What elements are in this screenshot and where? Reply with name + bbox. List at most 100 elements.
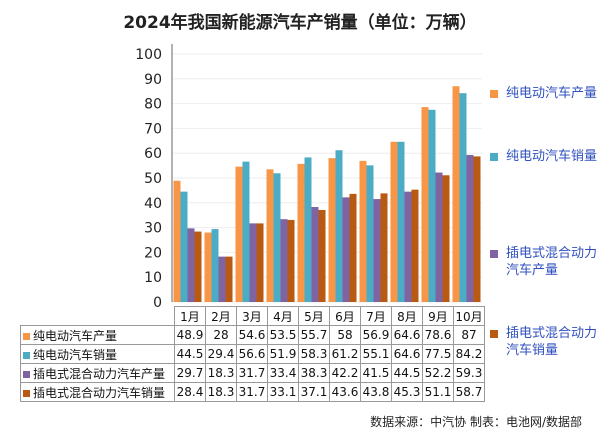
row-swatch — [23, 370, 30, 378]
data-label: 38.3 — [298, 363, 330, 383]
legend-swatch — [490, 250, 498, 258]
bar-3-10月 — [466, 154, 474, 302]
data-label: 51.9 — [267, 344, 299, 364]
table-corner — [20, 306, 175, 326]
data-label: 84.2 — [453, 344, 485, 364]
x-tick-label: 6月 — [329, 306, 361, 326]
y-tick-label: 20 — [144, 245, 162, 261]
x-tick-label: 8月 — [391, 306, 423, 326]
y-tick-label: 50 — [144, 171, 162, 187]
x-tick-label: 7月 — [360, 306, 392, 326]
y-tick-label: 60 — [144, 146, 162, 162]
bar-2-9月 — [428, 109, 436, 302]
bar-1-5月 — [297, 163, 305, 302]
data-label: 52.2 — [422, 363, 454, 383]
table-row: 插电式混合动力汽车产量 29.7 18.3 31.7 33.4 38.3 42.2 41.5 4… — [20, 363, 485, 383]
y-tick-label: 70 — [144, 121, 162, 137]
bar-4-2月 — [225, 256, 233, 302]
data-label: 54.6 — [236, 325, 268, 345]
bar-4-7月 — [380, 193, 388, 302]
data-label: 43.6 — [329, 382, 361, 402]
bar-4-6月 — [349, 193, 357, 302]
bar-4-5月 — [318, 209, 326, 302]
row-label: 纯电动汽车产量 — [20, 325, 175, 345]
x-tick-label: 2月 — [205, 306, 237, 326]
bar-1-7月 — [359, 160, 367, 302]
source-footer: 数据来源：中汽协 制表：电池网/数据部 — [370, 415, 582, 429]
bar-2-8月 — [397, 141, 405, 302]
data-label: 42.2 — [329, 363, 361, 383]
bar-4-3月 — [256, 223, 264, 302]
y-tick-label: 40 — [144, 196, 162, 212]
row-label-text: 插电式混合动力汽车销量 — [33, 385, 166, 400]
bar-3-8月 — [404, 191, 412, 302]
data-label: 44.5 — [174, 344, 206, 364]
bar-1-10月 — [452, 86, 460, 303]
data-label: 87 — [453, 325, 485, 345]
bar-1-3月 — [235, 166, 243, 302]
data-label: 28.4 — [174, 382, 206, 402]
data-label: 64.6 — [391, 325, 423, 345]
data-label: 37.1 — [298, 382, 330, 402]
legend-item: 纯电动汽车销量 — [490, 148, 600, 165]
legend-item: 纯电动汽车产量 — [490, 85, 600, 102]
bar-1-4月 — [266, 169, 274, 302]
bar-1-2月 — [204, 232, 212, 302]
legend-label: 纯电动汽车产量 — [506, 86, 598, 101]
row-label: 插电式混合动力汽车销量 — [20, 382, 175, 402]
bar-2-5月 — [304, 157, 312, 302]
data-label: 33.4 — [267, 363, 299, 383]
data-label: 33.1 — [267, 382, 299, 402]
chart-title: 2024年我国新能源汽车产销量（单位：万辆） — [123, 13, 477, 33]
bar-1-1月 — [173, 180, 181, 302]
x-tick-label: 10月 — [453, 306, 485, 326]
x-tick-label: 4月 — [267, 306, 299, 326]
data-label: 44.5 — [391, 363, 423, 383]
table-row: 插电式混合动力汽车销量 28.4 18.3 31.7 33.1 37.1 43.6 43.8 4… — [20, 382, 485, 402]
data-label: 51.1 — [422, 382, 454, 402]
table-header-row: 1月 2月 3月 4月 5月 6月 7月 8月 9月 10月 — [20, 306, 485, 326]
table-row: 纯电动汽车产量 48.9 28 54.6 53.5 55.7 58 56.9 64.6 78.6 8… — [20, 325, 485, 345]
data-label: 31.7 — [236, 363, 268, 383]
row-swatch — [23, 332, 30, 340]
data-label: 56.9 — [360, 325, 392, 345]
data-label: 18.3 — [205, 363, 237, 383]
data-label: 77.5 — [422, 344, 454, 364]
bar-2-2月 — [211, 229, 219, 302]
y-tick-label: 0 — [153, 295, 162, 311]
data-label: 29.7 — [174, 363, 206, 383]
x-tick-label: 9月 — [422, 306, 454, 326]
bar-3-6月 — [342, 197, 350, 302]
data-label: 43.8 — [360, 382, 392, 402]
data-label: 56.6 — [236, 344, 268, 364]
data-label: 29.4 — [205, 344, 237, 364]
data-label: 61.2 — [329, 344, 361, 364]
data-label: 45.3 — [391, 382, 423, 402]
data-label: 58.7 — [453, 382, 485, 402]
bar-2-10月 — [459, 93, 467, 303]
y-tick-label: 80 — [144, 97, 162, 113]
bar-4-8月 — [411, 189, 419, 302]
bar-3-1月 — [187, 228, 195, 302]
data-label: 31.7 — [236, 382, 268, 402]
bar-3-4月 — [280, 219, 288, 302]
data-label: 59.3 — [453, 363, 485, 383]
bar-3-2月 — [218, 256, 226, 302]
x-tick-label: 5月 — [298, 306, 330, 326]
data-label: 58 — [329, 325, 361, 345]
legend-swatch — [490, 153, 498, 161]
data-label: 55.7 — [298, 325, 330, 345]
data-label: 28 — [205, 325, 237, 345]
row-swatch — [23, 389, 30, 397]
bar-2-6月 — [335, 150, 343, 302]
legend-item: 插电式混合动力汽车产量 — [490, 245, 600, 279]
y-tick-label: 10 — [144, 270, 162, 286]
data-label: 41.5 — [360, 363, 392, 383]
data-label: 58.3 — [298, 344, 330, 364]
data-label: 18.3 — [205, 382, 237, 402]
x-tick-label: 3月 — [236, 306, 268, 326]
y-tick-label: 100 — [135, 47, 162, 63]
legend-swatch — [490, 90, 498, 98]
